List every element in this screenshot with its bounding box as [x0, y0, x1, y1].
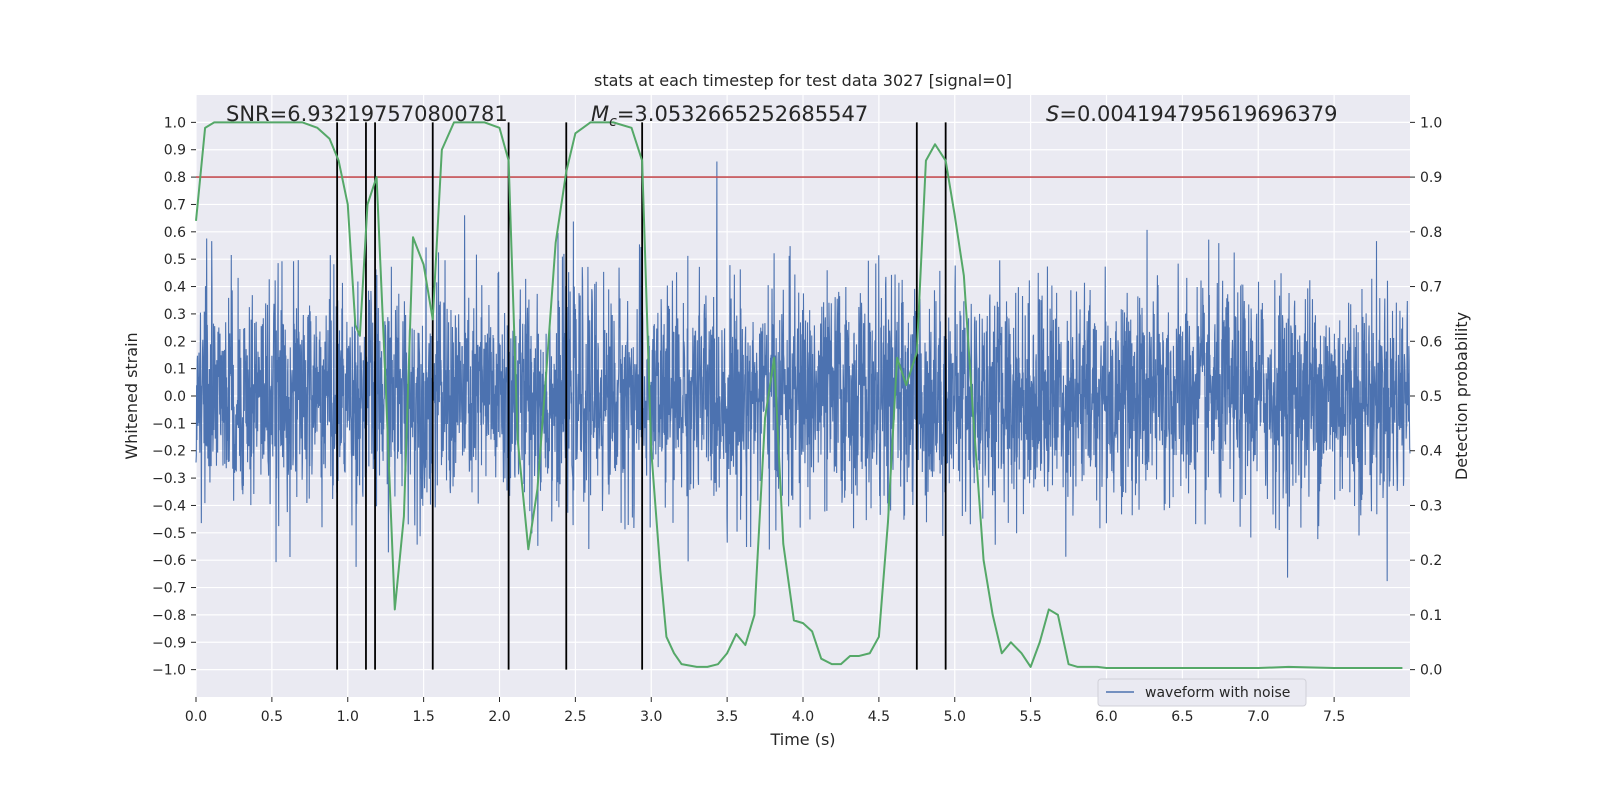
waveform-with-noise-line — [195, 161, 1411, 582]
mc-symbol: M — [591, 102, 609, 126]
y2-tick-label: 0.2 — [1420, 553, 1442, 569]
y-tick-label: 0.2 — [164, 334, 186, 350]
x-tick-label: 1.0 — [337, 709, 359, 725]
y-tick-label: −0.6 — [152, 553, 186, 569]
x-tick-label: 2.5 — [564, 709, 586, 725]
y2-tick-label: 1.0 — [1420, 115, 1442, 131]
y2-tick-label: 0.8 — [1420, 225, 1442, 241]
mc-value: =3.0532665252685547 — [617, 102, 868, 126]
x-tick-label: 6.5 — [1171, 709, 1193, 725]
x-tick-label: 0.5 — [261, 709, 283, 725]
y-tick-label: 0.3 — [164, 307, 186, 323]
y-tick-label: 0.7 — [164, 197, 186, 213]
y-tick-label: 0.4 — [164, 280, 186, 296]
s-value: =0.004194795619696379 — [1059, 102, 1337, 126]
y2-tick-label: 0.1 — [1420, 608, 1442, 624]
y-tick-label: −0.5 — [152, 526, 186, 542]
y-tick-label: −0.9 — [152, 635, 186, 651]
x-tick-label: 4.0 — [792, 709, 814, 725]
annotation-chirp-mass: Mc=3.0532665252685547 — [591, 102, 868, 130]
y-tick-label: −0.2 — [152, 444, 186, 460]
y-tick-label: 0.1 — [164, 362, 186, 378]
x-tick-label: 2.0 — [488, 709, 510, 725]
y2-tick-label: 0.4 — [1420, 444, 1442, 460]
tick-labels: 0.0 0.5 1.0 1.5 2.0 2.5 3.0 3.5 4.0 4.5 5.0 5.5 6.0 6… — [152, 115, 1442, 725]
x-tick-label: 4.5 — [868, 709, 890, 725]
y2-tick-label: 0.9 — [1420, 170, 1442, 186]
s-symbol: S — [1046, 102, 1059, 126]
y-tick-label: −1.0 — [152, 663, 186, 679]
y-tick-label: 0.8 — [164, 170, 186, 186]
y-tick-label: −0.7 — [152, 581, 186, 597]
x-axis-label: Time (s) — [769, 730, 835, 749]
y-tick-label: 0.6 — [164, 225, 186, 241]
detection-vlines — [336, 122, 947, 670]
x-tick-label: 5.5 — [1019, 709, 1041, 725]
y-tick-label: 0.0 — [164, 389, 186, 405]
y2-tick-label: 0.0 — [1420, 663, 1442, 679]
x-tick-label: 7.0 — [1247, 709, 1269, 725]
y-tick-label: 1.0 — [164, 115, 186, 131]
y-tick-label: −0.4 — [152, 498, 186, 514]
y-tick-label: −0.3 — [152, 471, 186, 487]
x-tick-label: 1.5 — [412, 709, 434, 725]
legend: waveform with noise — [1097, 678, 1307, 707]
y2-tick-label: 0.5 — [1420, 389, 1442, 405]
y2-tick-label: 0.6 — [1420, 334, 1442, 350]
mc-subscript: c — [609, 114, 617, 130]
y2-axis-label: Detection probability — [1452, 312, 1471, 480]
y-tick-label: 0.5 — [164, 252, 186, 268]
y-tick-label: 0.9 — [164, 143, 186, 159]
annotation-s: S=0.004194795619696379 — [1046, 102, 1337, 126]
y-axis-label: Whitened strain — [122, 332, 141, 459]
chart-title: stats at each timestep for test data 302… — [594, 71, 1012, 90]
y-tick-label: −0.8 — [152, 608, 186, 624]
x-tick-label: 3.5 — [716, 709, 738, 725]
x-tick-label: 7.5 — [1323, 709, 1345, 725]
x-tick-label: 0.0 — [185, 709, 207, 725]
detection-probability-line — [195, 121, 1403, 669]
series-waveform-with-noise — [195, 161, 1411, 582]
x-tick-label: 6.0 — [1095, 709, 1117, 725]
x-tick-label: 3.0 — [640, 709, 662, 725]
y2-tick-label: 0.7 — [1420, 280, 1442, 296]
annotation-snr: SNR=6.932197570800781 — [226, 102, 508, 126]
y2-tick-label: 0.3 — [1420, 498, 1442, 514]
series-detection-probability — [195, 121, 1403, 669]
legend-entry-waveform-with-noise: waveform with noise — [1145, 685, 1290, 701]
x-tick-label: 5.0 — [944, 709, 966, 725]
legend-box — [1097, 678, 1307, 707]
y-tick-label: −0.1 — [152, 416, 186, 432]
